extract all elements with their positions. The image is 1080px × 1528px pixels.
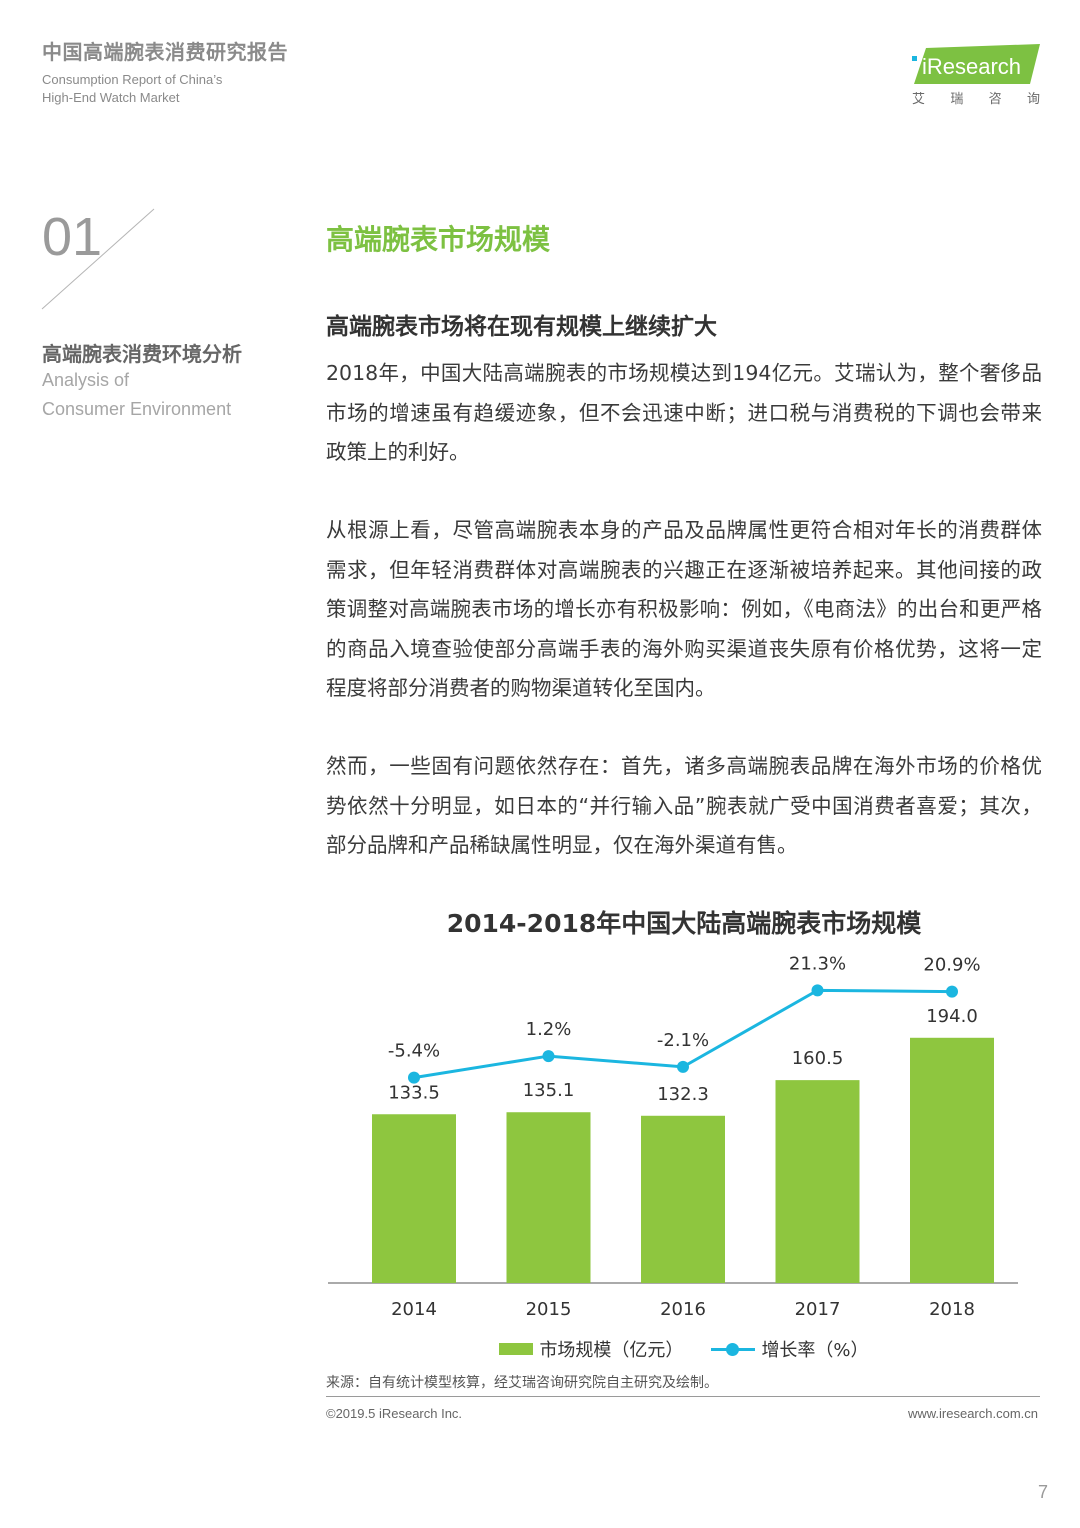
paragraph: 2018年，中国大陆高端腕表的市场规模达到194亿元。艾瑞认为，整个奢侈品市场的… bbox=[326, 361, 1042, 464]
bar-value-label: 132.3 bbox=[657, 1084, 709, 1105]
x-tick-label: 2017 bbox=[795, 1299, 841, 1320]
paragraph: 从根源上看，尽管高端腕表本身的产品及品牌属性更符合相对年长的消费群体需求，但年轻… bbox=[326, 518, 1042, 700]
website-link[interactable]: www.iresearch.com.cn bbox=[907, 1406, 1038, 1421]
section-title-en-line2: Consumer Environment bbox=[42, 399, 232, 419]
iresearch-logo-icon: iResearch bbox=[912, 44, 1040, 84]
growth-value-label: 21.3% bbox=[789, 953, 846, 974]
bar-value-label: 133.5 bbox=[388, 1082, 440, 1103]
copyright: ©2019.5 iResearch Inc. bbox=[326, 1406, 463, 1421]
growth-point-2014 bbox=[408, 1071, 420, 1084]
page-number: 7 bbox=[1037, 1482, 1048, 1502]
logo-cn-char: 瑞 bbox=[950, 92, 964, 107]
legend-line-swatch bbox=[711, 1342, 756, 1356]
bar-2016 bbox=[641, 1115, 725, 1283]
chart-source-note: 来源：自有统计模型核算，经艾瑞咨询研究院自主研究及绘制。 bbox=[326, 1375, 718, 1391]
growth-value-label: -2.1% bbox=[657, 1030, 709, 1051]
chart-legend: 市场规模（亿元） 增长率（%） bbox=[326, 1336, 1042, 1362]
bar-2015 bbox=[506, 1112, 591, 1283]
report-title: 中国高端腕表消费研究报告 bbox=[42, 40, 288, 64]
section-divider-slash bbox=[41, 208, 155, 310]
iresearch-logo: iResearch 艾 瑞 咨 询 bbox=[912, 44, 1040, 108]
x-tick-label: 2014 bbox=[391, 1299, 437, 1320]
chart-title: 2014-2018年中国大陆高端腕表市场规模 bbox=[446, 909, 922, 938]
logo-wordmark: iResearch bbox=[922, 54, 1021, 79]
growth-value-label: -5.4% bbox=[388, 1041, 440, 1062]
bar-value-label: 135.1 bbox=[523, 1080, 575, 1101]
growth-point-2017 bbox=[811, 984, 824, 997]
legend-item-bar: 市场规模（亿元） bbox=[499, 1336, 683, 1362]
growth-point-2015 bbox=[542, 1050, 555, 1063]
footer-divider bbox=[326, 1396, 1040, 1397]
x-tick-label: 2016 bbox=[660, 1299, 706, 1320]
report-subtitle-line1: Consumption Report of China’s bbox=[42, 72, 223, 87]
paragraph: 然而，一些固有问题依然存在：首先，诸多高端腕表品牌在海外市场的价格优势依然十分明… bbox=[326, 754, 1042, 857]
bar-2014 bbox=[372, 1114, 456, 1283]
growth-point-2016 bbox=[677, 1060, 689, 1073]
section-title-en-line1: Analysis of bbox=[42, 370, 130, 390]
x-tick-label: 2018 bbox=[929, 1299, 975, 1320]
bar-value-label: 194.0 bbox=[926, 1006, 978, 1027]
logo-cn-char: 艾 bbox=[912, 92, 926, 107]
legend-label: 增长率（%） bbox=[761, 1340, 869, 1361]
legend-label: 市场规模（亿元） bbox=[539, 1340, 684, 1361]
section-title: 高端腕表消费环境分析 bbox=[42, 342, 242, 366]
bar-2017 bbox=[775, 1080, 860, 1283]
page-heading: 高端腕表市场规模 bbox=[326, 223, 551, 256]
report-subtitle-line2: High-End Watch Market bbox=[42, 90, 180, 105]
section-number: 01 bbox=[42, 207, 103, 267]
bar-value-label: 160.5 bbox=[792, 1048, 844, 1069]
legend-item-line: 增长率（%） bbox=[711, 1336, 869, 1362]
logo-cn-char: 询 bbox=[1026, 92, 1040, 107]
growth-point-2018 bbox=[946, 985, 958, 998]
legend-bar-swatch bbox=[499, 1343, 534, 1355]
growth-value-label: 20.9% bbox=[923, 955, 980, 976]
page-subheading: 高端腕表市场将在现有规模上继续扩大 bbox=[326, 314, 717, 340]
x-tick-label: 2015 bbox=[526, 1299, 572, 1320]
bar-2018 bbox=[910, 1037, 994, 1283]
logo-cn-text: 艾 瑞 咨 询 bbox=[912, 88, 1040, 107]
growth-value-label: 1.2% bbox=[526, 1019, 572, 1040]
logo-cn-char: 咨 bbox=[988, 92, 1002, 107]
market-size-chart: 133.5 2014 135.1 2015 132.3 2016 160.5 2017 194.… bbox=[328, 953, 1018, 1320]
